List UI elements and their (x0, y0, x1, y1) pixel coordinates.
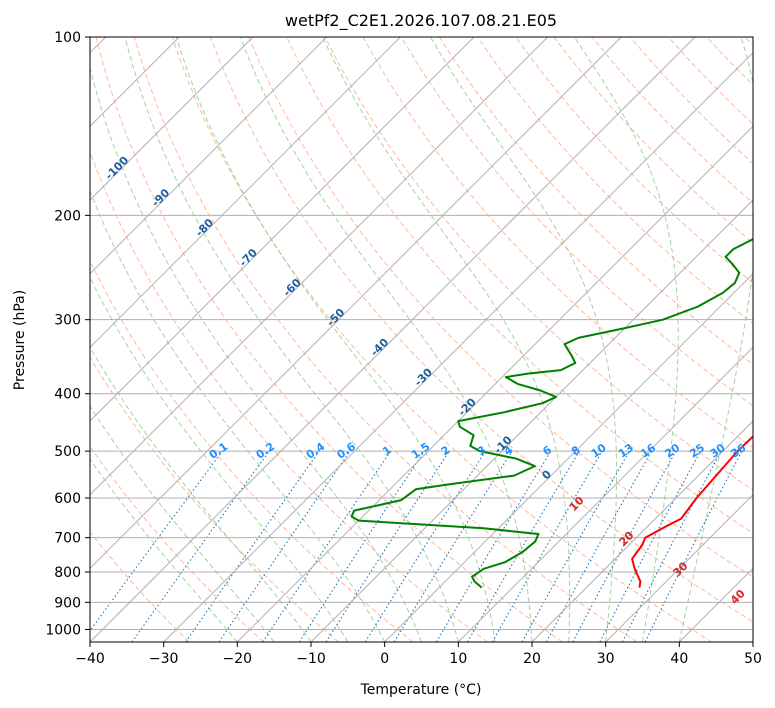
isotherm-line (90, 37, 328, 275)
moist-adiabat (90, 189, 386, 642)
mixing-ratio-lines (90, 450, 743, 642)
dry-adiabat (90, 531, 190, 642)
mixing-ratio-line (325, 450, 450, 642)
isotherm-line (531, 420, 753, 642)
skewed-isotherms (90, 37, 753, 642)
moist-adiabat (90, 65, 422, 642)
isotherm-line (163, 51, 753, 642)
pressure-gridlines (90, 37, 753, 630)
x-tick-label: −10 (296, 651, 326, 667)
plot-frame (89, 36, 754, 643)
isotherm-line (90, 37, 475, 422)
dry-adiabat (248, 37, 753, 578)
moist-adiabat (90, 458, 238, 642)
dry-adiabat (400, 37, 753, 407)
moist-adiabat (239, 37, 533, 642)
dry-adiabat (90, 356, 339, 642)
y-tick-label: 900 (54, 595, 81, 611)
moist-adiabat (90, 405, 275, 642)
isotherm-line (90, 37, 549, 496)
y-axis-ticks: 100 200 300 400 500 600 700 800 900 1000 (45, 30, 90, 638)
x-tick-label: −40 (75, 651, 105, 667)
x-tick-label: 30 (597, 651, 615, 667)
mixing-ratio-line (90, 450, 223, 632)
x-tick-label: 40 (670, 651, 688, 667)
y-tick-label: 1000 (45, 622, 81, 638)
isotherm-line (310, 199, 753, 642)
isotherm-line (90, 37, 622, 570)
mixing-ratio-line (572, 450, 677, 642)
isotherm-line (605, 493, 753, 642)
y-tick-label: 800 (54, 565, 81, 581)
x-tick-label: 10 (449, 651, 467, 667)
dry-adiabat (90, 150, 488, 642)
y-tick-label: 500 (54, 444, 81, 460)
mixing-ratio-line (262, 450, 392, 642)
isotherm-line (90, 37, 401, 349)
x-axis-label: Temperature (°C) (360, 682, 482, 698)
mixing-ratio-line (218, 450, 351, 642)
moist-adiabat (678, 37, 753, 642)
mixing-ratio-line (393, 450, 513, 642)
x-tick-label: −30 (149, 651, 179, 667)
isotherm-line (236, 125, 753, 642)
x-axis-ticks: −40 −30 −20 −10 0 10 20 30 40 50 (75, 642, 762, 667)
dry-adiabat (286, 37, 753, 534)
moist-adiabat (430, 37, 617, 642)
y-tick-label: 700 (54, 531, 81, 547)
dewpoint-profile (350, 238, 753, 589)
isotherm-line (384, 272, 753, 642)
dry-adiabat (209, 37, 753, 623)
y-tick-label: 100 (54, 30, 81, 46)
y-axis-label: Pressure (hPa) (12, 290, 28, 390)
x-tick-label: 0 (380, 651, 389, 667)
moist-adiabat (175, 37, 496, 642)
x-tick-label: 50 (744, 651, 762, 667)
y-tick-label: 600 (54, 491, 81, 507)
mixing-ratio-line (644, 450, 743, 642)
x-tick-label: 20 (523, 651, 541, 667)
isotherm-line (90, 37, 254, 201)
dry-adiabat (477, 37, 753, 325)
mixing-ratio-line (131, 450, 270, 642)
sounding-profiles (350, 238, 753, 589)
y-tick-label: 300 (54, 313, 81, 329)
dry-adiabat (95, 37, 563, 642)
dry-adiabat (515, 37, 753, 284)
mixing-ratio-line (545, 450, 653, 642)
mixing-ratio-line (298, 450, 425, 642)
dry-adiabat (324, 37, 753, 491)
mixing-ratio-line (521, 450, 630, 642)
mixing-ratio-line (185, 450, 320, 642)
plot-area: 0.1 0.2 0.4 0.6 1 1.5 2 3 4 6 8 10 13 16 20 25 30 36-100-… (90, 37, 753, 642)
y-tick-label: 200 (54, 208, 81, 224)
moist-adiabat (574, 37, 679, 642)
x-tick-label: −20 (223, 651, 253, 667)
moist-adiabat (322, 37, 571, 642)
temperature-profile (631, 435, 753, 588)
isotherm-line (457, 346, 753, 642)
y-tick-label: 400 (54, 387, 81, 403)
chart-title: wetPf2_C2E1.2026.107.08.21.E05 (285, 11, 557, 31)
isotherm-line (90, 37, 696, 642)
moist-adiabat (90, 276, 349, 642)
moist-adiabat (124, 37, 459, 642)
dry-adiabat (362, 37, 753, 449)
